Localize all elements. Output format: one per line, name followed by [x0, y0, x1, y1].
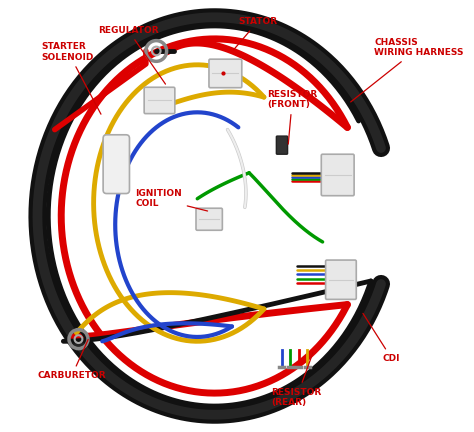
Text: REGULATOR: REGULATOR: [98, 26, 165, 84]
Text: CARBURETOR: CARBURETOR: [37, 340, 106, 380]
Text: IGNITION
COIL: IGNITION COIL: [135, 189, 208, 211]
FancyBboxPatch shape: [103, 135, 129, 194]
FancyBboxPatch shape: [196, 208, 222, 230]
Text: CDI: CDI: [363, 313, 401, 363]
FancyBboxPatch shape: [276, 136, 288, 154]
FancyBboxPatch shape: [144, 87, 175, 114]
Text: CHASSIS
WIRING HARNESS: CHASSIS WIRING HARNESS: [351, 38, 464, 102]
Text: STATOR: STATOR: [234, 17, 277, 50]
FancyBboxPatch shape: [209, 59, 242, 88]
Text: RESISTOR
(REAR): RESISTOR (REAR): [272, 353, 322, 407]
Text: RESISTOR
(FRONT): RESISTOR (FRONT): [267, 90, 318, 144]
Text: STARTER
SOLENOID: STARTER SOLENOID: [42, 42, 101, 114]
FancyBboxPatch shape: [326, 260, 356, 299]
FancyBboxPatch shape: [321, 154, 354, 196]
